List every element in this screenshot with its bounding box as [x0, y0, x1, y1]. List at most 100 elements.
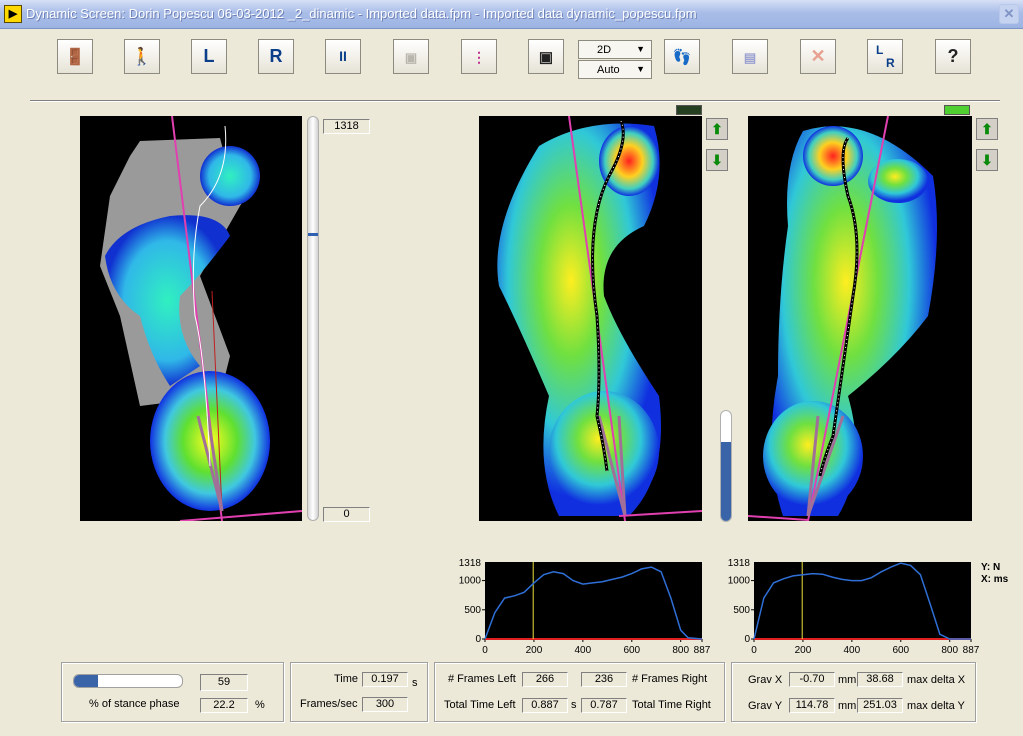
walk-button[interactable]: 🚶	[124, 39, 160, 74]
exit-button[interactable]: 🚪	[57, 39, 93, 74]
dropdown-arrow-icon: ▼	[636, 44, 645, 54]
left-foot-button[interactable]: L	[191, 39, 227, 74]
color-feet-icon: ⋮	[472, 49, 486, 65]
left-base-line	[179, 510, 303, 522]
right-chart-y-tick-label: 0	[744, 634, 750, 645]
save-disabled-button[interactable]: ▣	[393, 39, 429, 74]
gravity-group	[731, 662, 976, 722]
right-down-button[interactable]: ⬇	[976, 149, 998, 171]
arrow-down-icon: ⬇	[711, 152, 723, 168]
exit-door-icon: 🚪	[65, 49, 85, 66]
left-chart-x-tick-label: 800	[672, 645, 689, 656]
left-chart-y-tick-label: 0	[475, 634, 481, 645]
view-mode-value: 2D	[597, 44, 612, 56]
document-disabled-icon: ▤	[743, 50, 757, 65]
window-close-button[interactable]: ✕	[999, 4, 1019, 24]
grav-y-unit: mm	[838, 700, 857, 712]
total-time-left-label: Total Time Left	[444, 699, 516, 711]
max-delta-x-label: max delta X	[907, 674, 966, 686]
right-chart-x-tick-label: 200	[795, 645, 812, 656]
right-chart-plot-area	[754, 562, 971, 639]
right-chart-ymax-label: 1318	[728, 558, 751, 569]
color-scale-button[interactable]: ⋮	[461, 39, 497, 74]
export-disabled-button[interactable]: ▤	[732, 39, 768, 74]
left-chart-force-line	[484, 566, 703, 640]
save-button[interactable]: ▣	[528, 39, 564, 74]
app-icon: ▶	[4, 5, 22, 23]
window-title: Dynamic Screen: Dorin Popescu 06-03-2012…	[26, 6, 697, 21]
right-chart-force-line	[753, 562, 971, 640]
stance-frame-field: 59	[200, 674, 248, 691]
left-chart-ymax-label: 1318	[459, 558, 482, 569]
swap-l-label: L	[876, 43, 884, 57]
pause-button[interactable]: II	[325, 39, 361, 74]
right-angle-line-b	[806, 415, 845, 517]
time-field: 0.197	[362, 672, 408, 687]
left-chart-x-tick-label: 0	[482, 645, 488, 656]
middle-toe-hotspot	[599, 126, 659, 196]
total-time-right-label: Total Time Right	[632, 699, 711, 711]
left-force-chart: 1318 1000 500 00 200 400 600 800 887	[459, 558, 711, 656]
total-time-right-field: 0.787	[581, 698, 627, 713]
right-chart-x-tick-label: 600	[892, 645, 909, 656]
right-chart-y-tick-label: 1000	[728, 576, 751, 587]
left-chart-plot-area	[485, 562, 702, 639]
frames-group	[434, 662, 725, 722]
max-delta-x-field: 38.68	[857, 672, 903, 687]
right-axis-line	[807, 115, 889, 522]
middle-base-line	[618, 510, 703, 517]
arrow-up-icon: ⬆	[981, 121, 993, 137]
middle-down-button[interactable]: ⬇	[706, 149, 728, 171]
total-time-unit: s	[571, 699, 577, 711]
max-delta-y-label: max delta Y	[907, 700, 965, 712]
middle-up-button[interactable]: ⬆	[706, 118, 728, 140]
frame-slider-thumb[interactable]	[308, 233, 318, 236]
left-indicator-led	[676, 105, 702, 115]
left-chart-x-tick-label: 400	[575, 645, 592, 656]
swap-r-label: R	[886, 56, 895, 70]
right-indicator-led	[944, 105, 970, 115]
left-pressure-map[interactable]	[80, 115, 303, 522]
left-angle-line-b	[206, 415, 224, 512]
left-toe-blob	[200, 146, 260, 206]
left-chart-y-tick-label: 1000	[459, 576, 482, 587]
right-chart-x-tick-label: 0	[751, 645, 757, 656]
view-mode-select[interactable]: 2D ▼	[578, 40, 652, 59]
floppy-disabled-icon: ▣	[404, 50, 418, 65]
right-pressure-svg	[747, 115, 937, 522]
slider-min-field: 0	[323, 507, 370, 522]
foot-scan-button[interactable]: 👣	[664, 39, 700, 74]
stance-phase-label: % of stance phase	[89, 698, 180, 710]
frame-slider-track[interactable]	[307, 116, 319, 521]
right-base-line	[747, 515, 809, 521]
right-up-button[interactable]: ⬆	[976, 118, 998, 140]
slider-max-field: 1318	[323, 119, 370, 134]
fps-field: 300	[362, 697, 408, 712]
walking-person-icon: 🚶	[131, 47, 153, 66]
stance-progress-bar	[73, 674, 183, 688]
delete-disabled-button[interactable]: ✕	[800, 39, 836, 74]
right-angle-line-a	[806, 415, 820, 517]
middle-level-gauge	[720, 410, 732, 522]
right-foot-button[interactable]: R	[258, 39, 294, 74]
stance-group	[61, 662, 284, 722]
help-button[interactable]: ?	[935, 39, 971, 74]
right-pressure-map[interactable]	[747, 115, 972, 522]
right-chart-x-tick-label: 400	[844, 645, 861, 656]
middle-pressure-map[interactable]	[479, 115, 703, 522]
left-chart-x-tick-label: 200	[526, 645, 543, 656]
middle-level-gauge-fill	[721, 441, 731, 521]
toolbar-divider	[30, 100, 1000, 102]
scale-mode-select[interactable]: Auto ▼	[578, 60, 652, 79]
left-chart-y-tick-label: 500	[464, 605, 481, 616]
left-chart-x-tick-label: 600	[623, 645, 640, 656]
title-bar: ▶ Dynamic Screen: Dorin Popescu 06-03-20…	[0, 0, 1023, 29]
left-pressure-svg	[100, 115, 303, 522]
frames-left-field: 266	[522, 672, 568, 687]
right-force-chart: 1318 1000 500 00 200 400 600 800 887	[728, 558, 980, 656]
left-forefoot-blob	[105, 215, 230, 386]
middle-angle-line-b	[617, 415, 627, 517]
arrow-up-icon: ⬆	[711, 121, 723, 137]
left-cop-trace	[192, 125, 227, 467]
